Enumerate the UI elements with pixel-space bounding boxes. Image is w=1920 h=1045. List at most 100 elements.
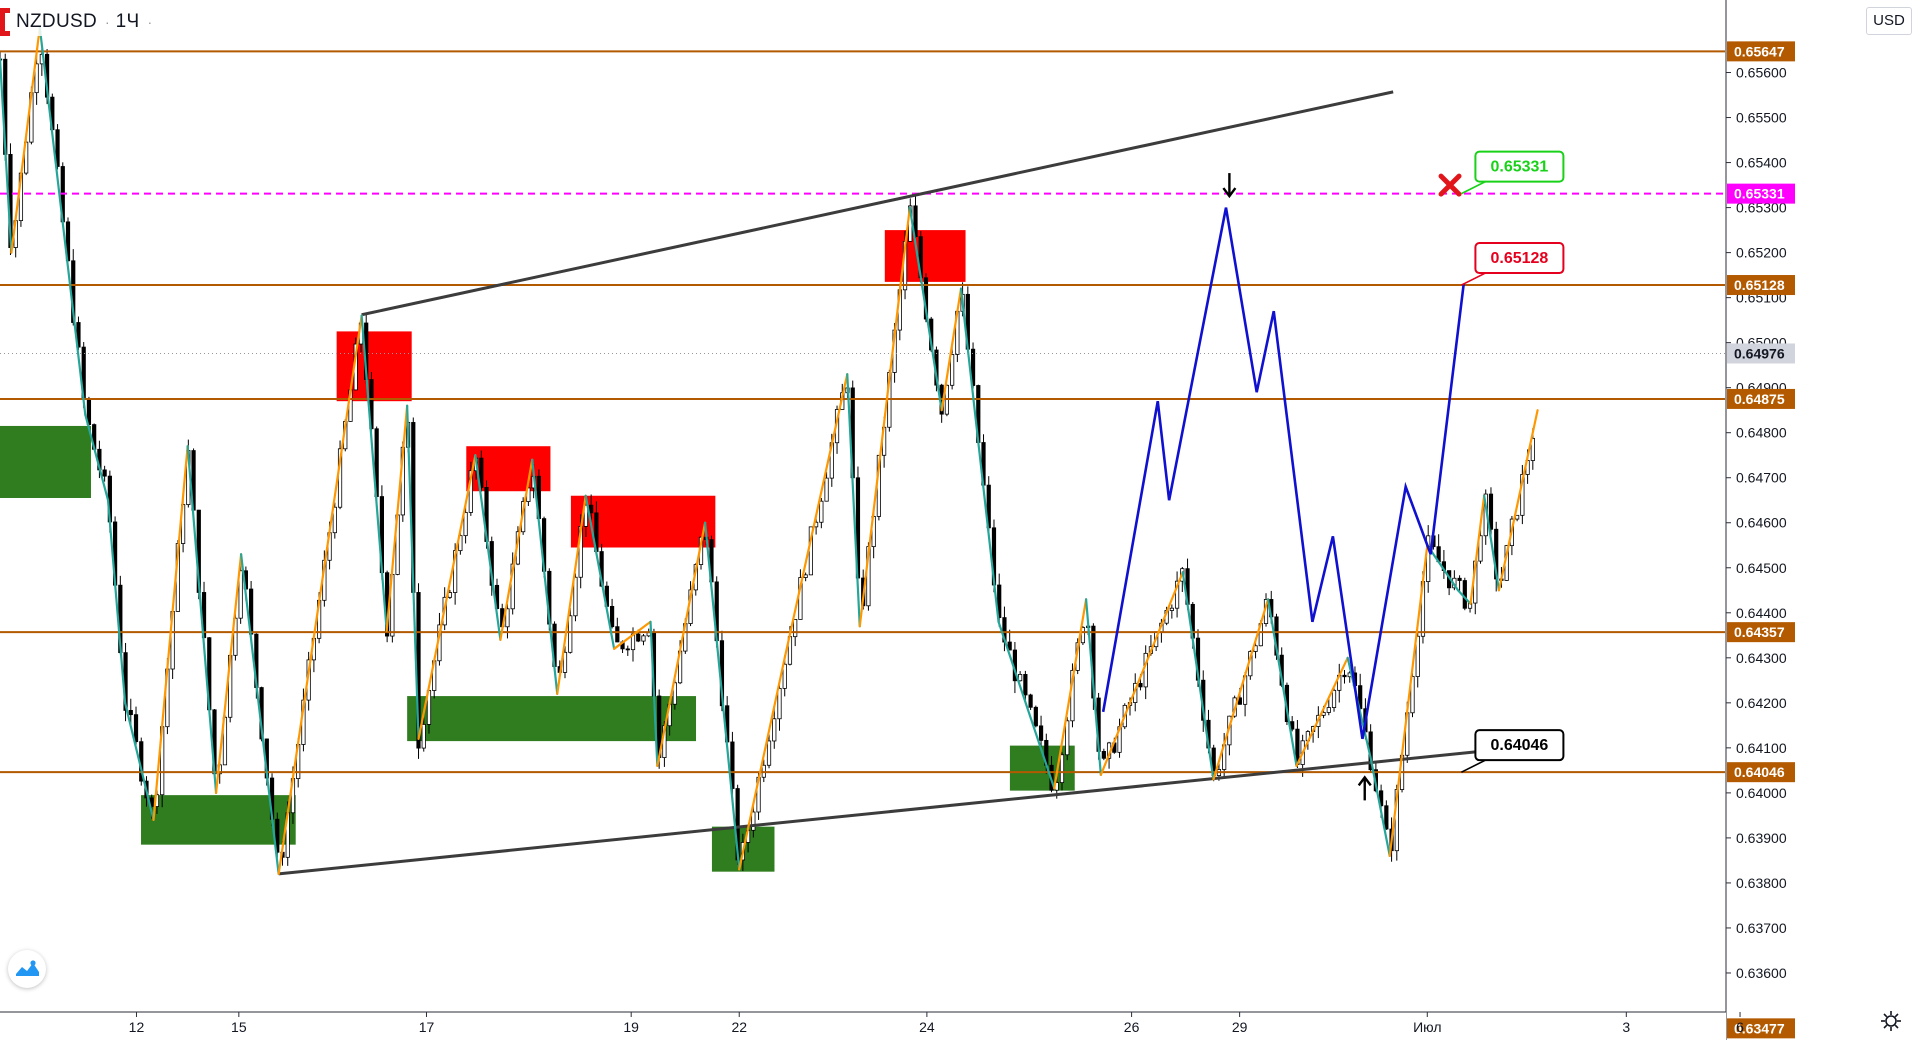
candle-down xyxy=(609,605,615,628)
separator-dot: · xyxy=(147,14,153,30)
price-callout[interactable]: 0.65128 xyxy=(1461,242,1565,286)
candle-up xyxy=(1169,607,1174,611)
candle-down xyxy=(1007,641,1012,651)
level-price-tag[interactable]: 0.65128 xyxy=(1727,275,1795,296)
time-axis[interactable]: 12 15 17 19 22 24 26 29 Июл 3 6 xyxy=(0,1011,1744,1040)
cross-stroke xyxy=(1438,173,1462,197)
y-tick-label: 0.63900 xyxy=(1736,830,1787,846)
y-tick-label: 0.64200 xyxy=(1736,695,1787,711)
tradingview-logo-icon[interactable] xyxy=(8,950,46,988)
zigzag-down-segment xyxy=(1456,589,1472,605)
x-tick-label: 22 xyxy=(731,1019,747,1035)
plot-area[interactable]: 0.65331 0.65128 0.64046 xyxy=(0,26,1725,1029)
symbol-name[interactable]: NZDUSD xyxy=(16,11,97,32)
candle-up xyxy=(332,506,337,534)
last-price-tag[interactable]: 0.64976 xyxy=(1727,343,1795,364)
trendline[interactable] xyxy=(278,749,1485,876)
callout-label: 0.65331 xyxy=(1490,159,1548,176)
level-price-tag[interactable]: 0.64046 xyxy=(1727,762,1795,783)
candle-up xyxy=(505,608,510,628)
zigzag-down-segment xyxy=(1085,598,1102,776)
currency-badge[interactable]: USD xyxy=(1866,7,1912,35)
x-tick-label: 29 xyxy=(1232,1019,1248,1035)
candle-up xyxy=(950,354,955,386)
zigzag-down-segment xyxy=(124,701,155,821)
candle-down xyxy=(1488,493,1494,530)
zigzag-down-segment xyxy=(360,314,388,632)
x-tick-label: Июл xyxy=(1413,1019,1441,1035)
y-tick-label: 0.64000 xyxy=(1736,785,1787,801)
time-axis-bg xyxy=(0,1012,1726,1040)
callout-box xyxy=(1474,242,1565,275)
price-callout[interactable]: 0.64046 xyxy=(1461,729,1565,773)
resistance-zone[interactable] xyxy=(884,230,966,282)
zigzag-up-segment xyxy=(499,458,534,641)
zigzag-down-segment xyxy=(584,494,616,650)
candle-up xyxy=(751,811,756,831)
zigzag-up-segment xyxy=(385,404,409,632)
candle-up xyxy=(782,663,787,689)
y-tick-label: 0.64100 xyxy=(1736,740,1787,756)
arrow-head xyxy=(1357,775,1372,787)
zigzag-up-segment xyxy=(556,494,587,695)
price-tag-label: 0.65331 xyxy=(1734,186,1785,202)
candle-up xyxy=(803,574,808,578)
candle-up xyxy=(641,635,646,642)
zigzag-up-segment xyxy=(417,454,477,740)
zigzag-down-segment xyxy=(959,287,1000,623)
candle-up xyxy=(1415,635,1420,677)
symbol-header[interactable]: NZDUSD · 1Ч · xyxy=(0,8,161,36)
price-tag-bg xyxy=(1727,41,1795,62)
x-tick-label: 24 xyxy=(919,1019,935,1035)
zigzag-down-segment xyxy=(1483,494,1501,592)
zigzag-down-segment xyxy=(1426,544,1460,592)
price-tag-bg xyxy=(1727,343,1795,364)
y-tick-label: 0.64400 xyxy=(1736,605,1787,621)
price-axis[interactable]: 0.656000.655000.654000.653000.652000.651… xyxy=(1725,0,1920,1040)
candle-up xyxy=(1530,437,1535,461)
level-price-tag[interactable]: 0.64357 xyxy=(1727,622,1795,643)
zigzag-up-segment xyxy=(214,553,243,794)
candle-up xyxy=(772,718,777,742)
zigzag-up-segment xyxy=(1497,409,1539,592)
zigzag-down-segment xyxy=(186,445,218,794)
gear-icon[interactable] xyxy=(1878,1008,1904,1034)
callout-label: 0.64046 xyxy=(1490,737,1548,754)
trendline[interactable] xyxy=(361,90,1394,317)
candle-down xyxy=(1138,682,1143,688)
support-zone[interactable] xyxy=(0,425,91,498)
arrow-head xyxy=(1222,187,1237,199)
callout-pointer xyxy=(1461,180,1486,195)
interval-label[interactable]: 1Ч xyxy=(115,11,140,32)
support-zone[interactable] xyxy=(407,696,697,742)
price-tag-label: 0.64357 xyxy=(1734,624,1785,640)
price-tag-label: 0.64976 xyxy=(1734,345,1785,361)
projection-path[interactable] xyxy=(1101,207,1465,740)
price-tag-label: 0.63477 xyxy=(1734,1020,1785,1036)
candle-up xyxy=(1065,720,1070,756)
zigzag-up-segment xyxy=(152,445,189,821)
callout-label: 0.65128 xyxy=(1490,250,1548,267)
resistance-zone[interactable] xyxy=(336,331,412,402)
price-tag-label: 0.64875 xyxy=(1734,391,1785,407)
level-price-tag[interactable]: 0.63477 xyxy=(1727,1018,1795,1039)
level-price-tag[interactable]: 0.65647 xyxy=(1727,41,1795,62)
level-price-tag[interactable]: 0.64875 xyxy=(1727,388,1795,409)
zigzag-down-segment xyxy=(649,620,659,767)
candle-up xyxy=(819,500,824,523)
x-tick-label: 17 xyxy=(419,1019,435,1035)
price-callout[interactable]: 0.65331 xyxy=(1461,150,1565,195)
candle-up xyxy=(463,512,468,537)
resistance-zone[interactable] xyxy=(570,495,716,548)
candle-up xyxy=(1080,627,1086,644)
zigzag-up-segment xyxy=(1295,656,1349,767)
y-tick-label: 0.65500 xyxy=(1736,110,1787,126)
zigzag-up-segment xyxy=(1212,598,1270,781)
target-price-tag[interactable]: 0.65331 xyxy=(1727,183,1795,204)
candle-down xyxy=(997,584,1002,619)
zigzag-down-segment xyxy=(908,206,943,412)
candle-up xyxy=(573,576,578,617)
zigzag-down-segment xyxy=(1181,571,1215,781)
